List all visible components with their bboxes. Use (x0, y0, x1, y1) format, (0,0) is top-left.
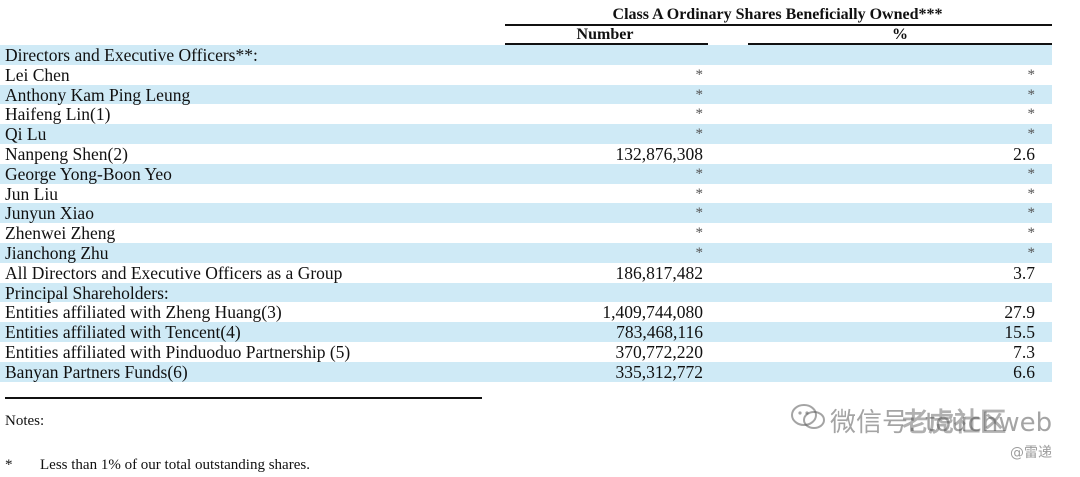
table-row: Lei Chen * * (0, 65, 1052, 85)
table-row: Zhenwei Zheng * * (0, 223, 1052, 243)
table-row: Jun Liu * * (0, 184, 1052, 204)
row-name: Jun Liu (5, 183, 58, 204)
ownership-table: Directors and Executive Officers**: Lei C… (0, 45, 1052, 382)
row-name: Entities affiliated with Zheng Huang(3) (5, 302, 282, 323)
row-percent: * (1027, 225, 1036, 242)
row-percent: 7.3 (1013, 341, 1035, 362)
row-name: Lei Chen (5, 64, 70, 85)
row-percent: * (1027, 126, 1036, 143)
row-name: Banyan Partners Funds(6) (5, 361, 188, 382)
row-number: 370,772,220 (615, 341, 704, 362)
row-name: Zhenwei Zheng (5, 223, 116, 244)
row-name: Jianchong Zhu (5, 242, 109, 263)
row-name: Junyun Xiao (5, 203, 94, 224)
header-rule-top (505, 24, 1052, 26)
row-number: * (695, 185, 704, 202)
row-name: George Yong-Boon Yeo (5, 163, 172, 184)
row-number: * (695, 165, 704, 182)
table-row: George Yong-Boon Yeo * * (0, 163, 1052, 184)
table-row: Anthony Kam Ping Leung * * (0, 84, 1052, 105)
header-rule-number (505, 43, 708, 45)
row-percent: 3.7 (1013, 262, 1035, 283)
row-name: Nanpeng Shen(2) (5, 143, 128, 164)
row-number: * (695, 205, 704, 222)
row-number: 186,817,482 (615, 262, 704, 283)
row-number: * (695, 225, 704, 242)
table-row: Banyan Partners Funds(6) 335,312,772 6.6 (0, 361, 1052, 382)
row-percent: * (1027, 165, 1036, 182)
table-row: Directors and Executive Officers**: (0, 45, 1052, 65)
row-percent: 27.9 (1004, 302, 1035, 323)
row-percent: * (1027, 86, 1036, 103)
column-header-percent: % (892, 26, 908, 43)
table-row: Entities affiliated with Pinduoduo Partn… (0, 342, 1052, 362)
row-name: Qi Lu (5, 124, 47, 145)
row-percent: * (1027, 244, 1036, 261)
row-name: Haifeng Lin(1) (5, 104, 111, 125)
column-header-number: Number (576, 26, 634, 43)
row-name: Entities affiliated with Tencent(4) (5, 322, 241, 343)
row-number: 783,468,116 (616, 322, 703, 343)
row-number: * (695, 86, 704, 103)
row-number: 335,312,772 (615, 361, 704, 382)
row-percent: 15.5 (1004, 322, 1035, 343)
row-percent: * (1027, 66, 1036, 83)
row-name: All Directors and Executive Officers as … (5, 262, 343, 283)
row-percent: * (1027, 106, 1036, 123)
table-row: Entities affiliated with Zheng Huang(3) 1… (0, 302, 1052, 322)
row-percent: * (1027, 185, 1036, 202)
footnote-text: Less than 1% of our total outstanding sh… (40, 457, 310, 473)
row-number: 132,876,308 (615, 143, 704, 164)
watermark-sub: @雷递 (1010, 445, 1052, 461)
row-name: Directors and Executive Officers**: (5, 45, 258, 65)
watermark-brand: 老虎社区 (902, 407, 1007, 438)
table-header-title: Class A Ordinary Shares Beneficially Own… (612, 6, 943, 23)
table-row: Entities affiliated with Tencent(4) 783,4… (0, 322, 1052, 342)
header-rule-percent (748, 43, 1052, 45)
footnote-mark: * (5, 457, 13, 473)
notes-divider (5, 397, 482, 399)
row-name: Principal Shareholders: (5, 282, 169, 303)
notes-label: Notes: (5, 413, 45, 429)
row-name: Anthony Kam Ping Leung (5, 84, 191, 105)
row-percent: * (1027, 205, 1036, 222)
table-row: Principal Shareholders: (0, 282, 1052, 303)
table-row: Jianchong Zhu * * (0, 242, 1052, 263)
watermark-text: 微信号: touchweb (830, 407, 1053, 438)
row-number: * (695, 126, 704, 143)
row-percent: 2.6 (1013, 143, 1035, 164)
wechat-icon (790, 402, 830, 439)
table-row: Qi Lu * * (0, 124, 1052, 144)
table-row: Haifeng Lin(1) * * (0, 104, 1052, 124)
watermark: 微信号: touchweb 老虎社区 (790, 400, 1052, 440)
row-name: Entities affiliated with Pinduoduo Partn… (5, 341, 351, 362)
row-number: * (695, 106, 704, 123)
row-number: * (695, 66, 704, 83)
row-percent: 6.6 (1013, 361, 1035, 382)
table-row: All Directors and Executive Officers as … (0, 263, 1052, 283)
table-row: Nanpeng Shen(2) 132,876,308 2.6 (0, 144, 1052, 164)
row-number: * (695, 244, 704, 261)
table-row: Junyun Xiao * * (0, 203, 1052, 223)
row-number: 1,409,744,080 (602, 302, 703, 323)
